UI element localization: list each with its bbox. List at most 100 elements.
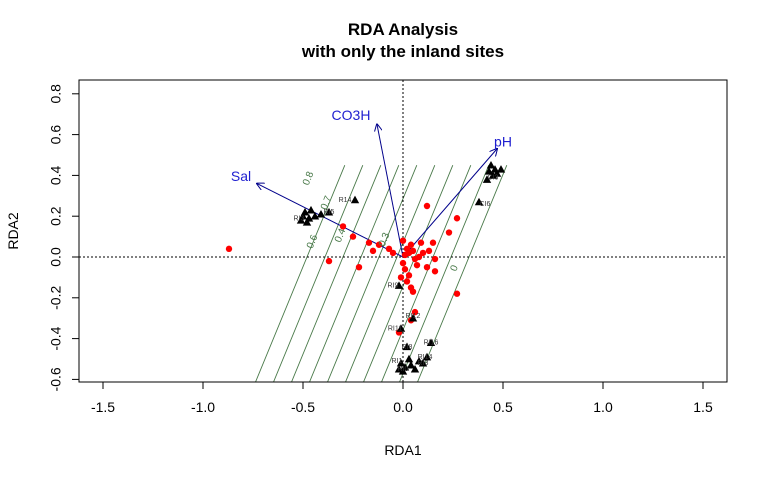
species-point-21 [413,261,421,269]
site-point-9 [350,195,360,204]
chart-title: RDA Analysis [348,20,458,39]
site-point-19 [408,314,418,322]
vector-ph [402,149,497,258]
y-tick-label-3: 0.0 [48,247,64,267]
contour-line-3 [309,165,400,382]
site-label-7: RI11 [388,325,402,332]
site-point-26 [396,358,406,367]
environment-vectors [257,124,497,258]
x-tick-label-5: 1.0 [593,399,613,415]
site-point-16 [482,175,492,183]
site-point-15 [496,165,506,173]
vector-label-ph: pH [494,133,512,149]
species-point-27 [401,266,409,273]
site-label-13: RI0 [398,366,409,373]
site-point-28 [406,360,416,369]
site-point-18 [394,281,404,289]
site-label-11: RI3 [418,360,429,367]
site-point-23 [422,352,432,361]
species-point-5 [365,239,373,246]
species-point-29 [403,278,411,285]
site-label-9: RI8 [402,344,413,351]
species-point-26 [399,259,407,267]
y-tick-label-2: -0.2 [48,286,64,310]
site-point-6 [310,212,320,220]
site-point-31 [398,367,408,375]
vector-label-co3h: CO3H [332,107,371,123]
y-tick-label-5: 0.4 [48,165,64,185]
site-point-5 [302,218,312,226]
species-points [225,202,461,336]
reference-lines [79,80,727,382]
species-point-23 [407,241,415,248]
site-point-20 [396,324,406,332]
contour-lines [255,165,508,382]
x-tick-label-2: -0.5 [291,399,315,415]
contour-label-3: 0.4 [333,227,349,244]
y-tick-label-7: 0.8 [48,84,64,104]
y-tick-label-0: -0.6 [48,367,64,391]
contour-label-4: 0.3 [377,231,393,248]
species-point-0 [225,245,233,253]
species-point-31 [409,288,417,295]
contour-line-2 [291,165,382,382]
species-point-6 [369,247,377,255]
species-point-19 [417,239,425,246]
vector-label-sal: Sal [231,168,251,184]
species-point-2 [355,264,363,271]
site-point-32 [410,365,420,373]
x-axis: -1.5 -1.0 -0.5 0.0 0.5 1.0 1.5 [91,381,713,415]
site-point-22 [426,338,436,347]
contour-labels: 0.80.7 0.6 0.4 0.3 0 [301,170,461,273]
species-point-14 [425,247,433,255]
site-point-4 [306,205,316,214]
x-tick-label-4: 0.5 [493,399,513,415]
site-label-10: RI14 [418,354,433,361]
species-point-28 [405,272,413,279]
species-point-36 [405,249,413,257]
species-point-3 [339,223,347,230]
site-point-29 [414,356,424,365]
y-tick-label-6: 0.6 [48,125,64,145]
site-point-14 [484,167,494,175]
species-point-4 [349,233,357,240]
site-point-8 [324,207,334,216]
site-point-12 [488,171,498,179]
site-point-13 [492,169,502,177]
x-tick-label-0: -1.5 [91,399,115,415]
site-point-25 [404,354,414,363]
site-label-12: RI1 [392,358,403,365]
species-point-10 [423,202,431,210]
species-point-18 [419,249,427,257]
species-point-38 [399,237,407,244]
site-point-21 [402,342,412,351]
x-axis-label: RDA1 [384,442,422,458]
x-tick-label-1: -1.0 [191,399,215,415]
site-label-8: RI16 [424,340,439,347]
y-axis-label: RDA2 [5,212,21,250]
site-label-1: RI5 [324,209,335,216]
vector-co3h [377,124,404,258]
species-point-8 [385,245,393,253]
y-tick-label-1: -0.4 [48,326,64,350]
species-point-12 [445,229,453,236]
site-label-3: CI3 [488,174,499,181]
species-point-16 [431,268,439,275]
species-point-13 [429,239,437,246]
site-label-6: RI12 [406,313,421,320]
site-points [296,161,506,375]
species-point-37 [411,255,419,263]
contour-line-0 [255,165,346,382]
contour-label-2: 0.6 [305,233,321,250]
site-labels: R14RI5RI3CI3CI6RI9RI12RI11RI16RI8RI14RI3… [294,174,499,373]
site-point-3 [298,212,308,220]
environment-labels: CO3H Sal pH [231,107,512,184]
species-point-35 [453,290,461,297]
y-axis: -0.6 -0.4 -0.2 0.0 0.2 0.4 0.6 0.8 [48,84,80,391]
contour-line-7 [381,165,472,382]
species-point-17 [423,264,431,271]
site-label-2: RI3 [294,215,305,222]
site-point-24 [418,358,428,367]
species-point-11 [453,215,461,222]
